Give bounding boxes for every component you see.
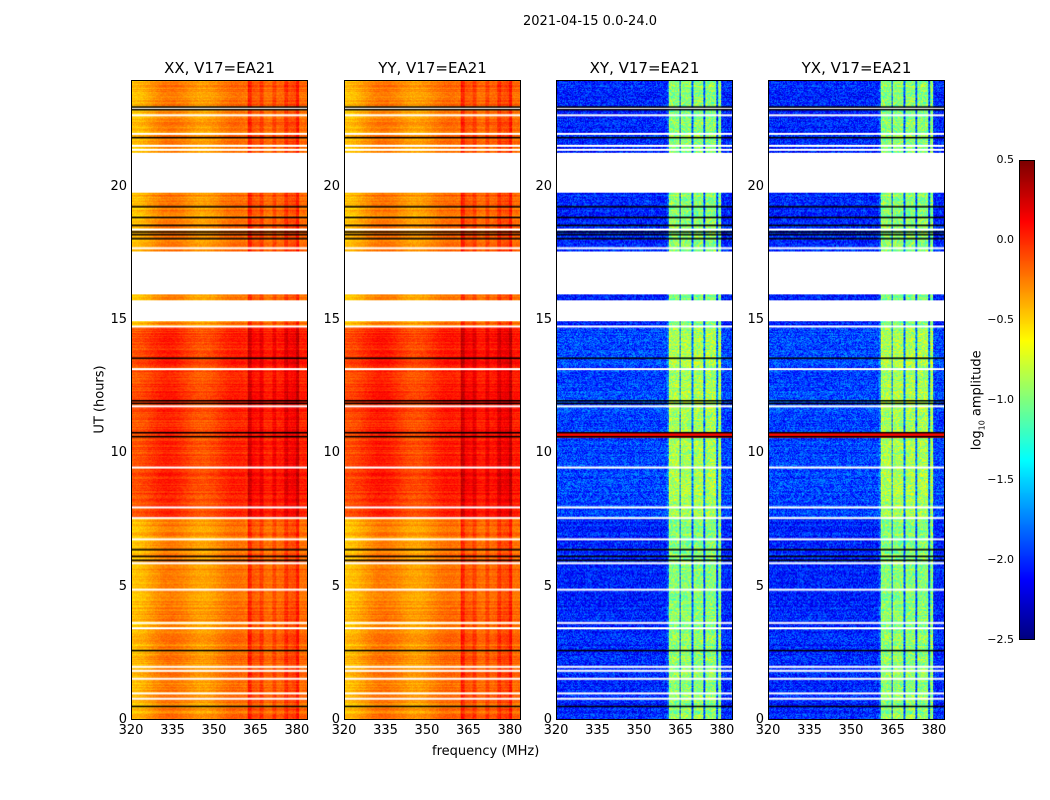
y-tick-label: 10 bbox=[110, 445, 127, 461]
x-tick-label: 380 bbox=[284, 723, 310, 738]
figure-title: 2021-04-15 0.0-24.0 bbox=[523, 14, 657, 29]
colorbar-tick-label: −1.0 bbox=[987, 393, 1014, 406]
y-tick-label: 0 bbox=[331, 712, 340, 727]
x-tick-label: 365 bbox=[880, 723, 905, 738]
x-tick-label: 380 bbox=[709, 723, 735, 738]
y-tick-label: 20 bbox=[110, 178, 127, 194]
x-tick-label: 320 bbox=[331, 723, 357, 738]
colorbar-label-log: log bbox=[969, 430, 985, 451]
x-tick-label: 320 bbox=[118, 723, 144, 738]
y-tick-label: 5 bbox=[543, 578, 552, 594]
heatmap-panel bbox=[768, 80, 945, 720]
y-tick-label: 5 bbox=[755, 578, 764, 594]
x-tick-label: 365 bbox=[456, 723, 481, 738]
y-tick-label: 20 bbox=[535, 178, 552, 194]
x-axis-label: frequency (MHz) bbox=[432, 744, 540, 759]
y-tick-label: 20 bbox=[747, 178, 764, 194]
panel-title: XY, V17=EA21 bbox=[589, 59, 700, 77]
x-tick-label: 335 bbox=[160, 723, 185, 738]
x-tick-label: 335 bbox=[373, 723, 398, 738]
y-tick-label: 15 bbox=[323, 312, 340, 327]
x-tick-label: 320 bbox=[755, 723, 781, 738]
heatmap-panel bbox=[131, 80, 308, 720]
y-tick-label: 0 bbox=[118, 712, 127, 727]
heatmap-panel bbox=[556, 80, 733, 720]
y-axis-label: UT (hours) bbox=[92, 365, 108, 434]
x-tick-label: 350 bbox=[201, 723, 227, 738]
y-tick-label: 5 bbox=[331, 578, 340, 594]
colorbar-tick-label: −2.0 bbox=[987, 553, 1014, 566]
panel-title: YY, V17=EA21 bbox=[378, 59, 487, 77]
x-tick-label: 365 bbox=[243, 723, 268, 738]
y-tick-label: 15 bbox=[535, 312, 552, 327]
y-tick-label: 10 bbox=[747, 445, 764, 461]
x-tick-label: 335 bbox=[797, 723, 822, 738]
y-tick-label: 10 bbox=[535, 445, 552, 461]
y-tick-label: 0 bbox=[543, 712, 552, 727]
x-tick-label: 350 bbox=[414, 723, 440, 738]
panel-title: YX, V17=EA21 bbox=[801, 59, 912, 77]
colorbar-label-sub: 10 bbox=[977, 420, 987, 431]
y-tick-label: 0 bbox=[755, 712, 764, 727]
panel-title: XX, V17=EA21 bbox=[164, 59, 275, 77]
x-tick-label: 380 bbox=[497, 723, 523, 738]
x-tick-label: 380 bbox=[921, 723, 947, 738]
colorbar-tick-label: 0.5 bbox=[996, 153, 1015, 166]
x-tick-label: 350 bbox=[626, 723, 652, 738]
colorbar-label-suffix: amplitude bbox=[969, 350, 985, 421]
y-tick-label: 10 bbox=[323, 445, 340, 461]
y-tick-label: 5 bbox=[118, 578, 127, 594]
heatmap-panel bbox=[344, 80, 521, 720]
y-tick-label: 15 bbox=[110, 312, 127, 327]
x-tick-label: 320 bbox=[543, 723, 569, 738]
colorbar-tick-label: 0.0 bbox=[996, 233, 1015, 246]
colorbar-tick-label: −1.5 bbox=[987, 473, 1014, 486]
y-tick-label: 20 bbox=[323, 178, 340, 194]
colorbar-label: log10 amplitude bbox=[970, 340, 987, 460]
x-tick-label: 365 bbox=[668, 723, 693, 738]
y-tick-label: 15 bbox=[747, 312, 764, 327]
colorbar-tick-label: −2.5 bbox=[987, 633, 1014, 646]
x-tick-label: 350 bbox=[838, 723, 864, 738]
colorbar-tick-label: −0.5 bbox=[987, 313, 1014, 326]
x-tick-label: 335 bbox=[585, 723, 610, 738]
colorbar bbox=[1019, 160, 1035, 640]
